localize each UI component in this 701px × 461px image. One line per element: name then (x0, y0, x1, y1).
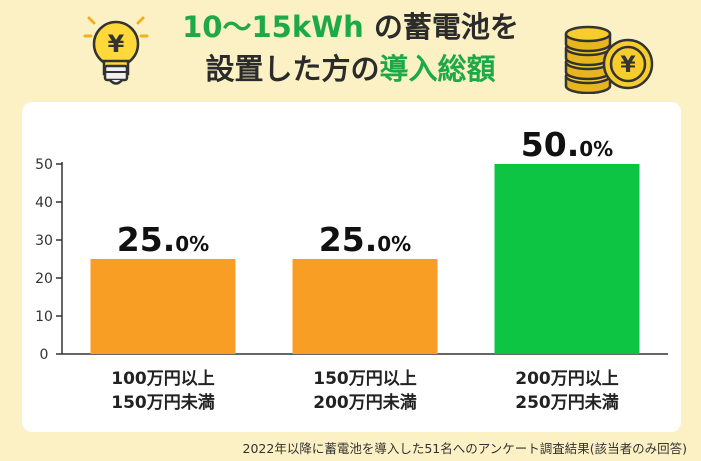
y-tick-label: 0 (40, 347, 49, 363)
coins-yen-icon: ¥ (564, 25, 654, 94)
bar (292, 259, 438, 354)
y-tick-label: 50 (35, 157, 53, 173)
x-tick-label: 250万円未満 (515, 392, 619, 413)
x-tick-label: 200万円以上 (515, 369, 619, 389)
yen-glyph: ¥ (108, 30, 125, 58)
bar-chart: 0 10 20 30 40 50 25.0% 100万円以上 150万円未満 25.0% 150万円… (35, 125, 668, 413)
title-highlight-capacity: 10〜15kWh (182, 10, 364, 44)
chart-title: 10〜15kWh の蓄電池を 設置した方の導入総額 (0, 6, 701, 90)
data-label: 50.0% (521, 125, 613, 164)
data-label: 25.0% (117, 220, 209, 259)
y-tick-label: 10 (35, 309, 53, 325)
x-tick-label: 150万円未満 (111, 392, 215, 413)
data-label: 25.0% (319, 220, 411, 259)
title-text-2: 設置した方の (205, 52, 380, 86)
y-tick-label: 20 (35, 271, 53, 287)
title-line-1: 10〜15kWh の蓄電池を (0, 6, 701, 48)
survey-footnote: 2022年以降に蓄電池を導入した51名へのアンケート調査結果(該当者のみ回答) (242, 441, 687, 456)
yen-glyph-coin: ¥ (620, 53, 636, 78)
title-highlight-total: 導入総額 (379, 52, 496, 86)
x-tick-label: 100万円以上 (111, 369, 215, 389)
bar (494, 164, 640, 354)
title-line-2: 設置した方の導入総額 (0, 48, 701, 90)
lightbulb-yen-icon: ¥ (83, 16, 149, 85)
title-text-1: の蓄電池を (373, 10, 519, 44)
y-tick-label: 30 (35, 233, 53, 249)
bar (90, 259, 236, 354)
x-tick-label: 200万円未満 (313, 392, 417, 413)
x-tick-label: 150万円以上 (313, 369, 417, 389)
chart-panel: 0 10 20 30 40 50 25.0% 100万円以上 150万円未満 25.0% 150万円… (22, 102, 681, 432)
y-tick-label: 40 (35, 195, 53, 211)
